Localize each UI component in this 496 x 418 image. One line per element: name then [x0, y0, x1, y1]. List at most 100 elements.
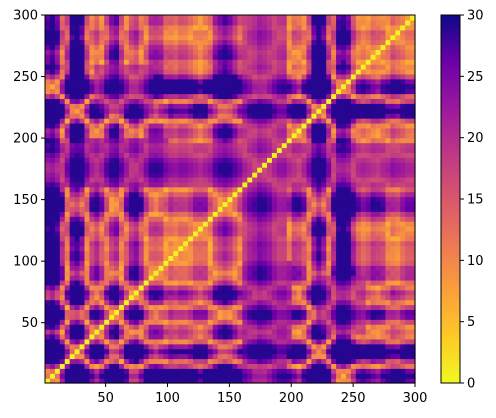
heatmap-cell — [375, 78, 382, 85]
heatmap-cell — [69, 88, 76, 95]
heatmap-cell — [385, 270, 391, 276]
heatmap-cell — [222, 275, 229, 281]
heatmap-cell — [242, 181, 248, 188]
heatmap-cell — [326, 181, 332, 188]
heatmap-cell — [370, 314, 377, 320]
heatmap-cell — [178, 201, 184, 207]
heatmap-cell — [49, 181, 56, 188]
heatmap-cell — [301, 152, 308, 158]
heatmap-cell — [123, 206, 130, 212]
heatmap-cell — [168, 373, 174, 379]
heatmap-cell — [321, 338, 327, 345]
heatmap-cell — [400, 319, 406, 325]
heatmap-cell — [94, 348, 100, 355]
heatmap-cell — [64, 113, 71, 119]
heatmap-cell — [109, 289, 115, 296]
heatmap-cell — [114, 64, 120, 70]
heatmap-cell — [79, 127, 86, 134]
heatmap-cell — [301, 98, 308, 104]
heatmap-cell — [271, 373, 278, 379]
heatmap-cell — [237, 284, 243, 291]
heatmap-cell — [257, 294, 263, 301]
heatmap-cell — [197, 270, 204, 276]
heatmap-cell — [331, 83, 337, 90]
heatmap-cell — [271, 348, 278, 355]
heatmap-cell — [173, 127, 179, 134]
heatmap-cell — [212, 279, 219, 286]
heatmap-cell — [331, 314, 337, 320]
heatmap-cell — [54, 329, 61, 335]
heatmap-cell — [183, 98, 189, 104]
heatmap-cell — [158, 147, 164, 153]
heatmap-cell — [237, 230, 243, 237]
heatmap-cell — [202, 260, 209, 266]
heatmap-cell — [291, 343, 298, 350]
heatmap-cell — [395, 167, 401, 173]
heatmap-cell — [257, 260, 263, 266]
heatmap-cell — [242, 250, 248, 257]
heatmap-cell — [385, 373, 391, 379]
heatmap-cell — [301, 358, 308, 364]
heatmap-cell — [178, 221, 184, 227]
heatmap-cell — [227, 373, 234, 379]
heatmap-cell — [119, 294, 125, 301]
heatmap-cell — [94, 103, 100, 109]
heatmap-cell — [128, 118, 135, 124]
heatmap-cell — [217, 329, 224, 335]
heatmap-cell — [301, 162, 308, 168]
heatmap-cell — [242, 201, 248, 207]
heatmap-cell — [410, 78, 416, 85]
heatmap-cell — [350, 206, 357, 212]
heatmap-cell — [301, 88, 308, 95]
heatmap-cell — [237, 265, 243, 271]
heatmap-cell — [207, 54, 214, 60]
heatmap-cell — [197, 54, 204, 60]
heatmap-cell — [79, 319, 86, 325]
heatmap-cell — [271, 83, 278, 90]
heatmap-cell — [262, 299, 268, 306]
heatmap-cell — [173, 176, 179, 183]
heatmap-cell — [271, 324, 278, 330]
heatmap-cell — [375, 157, 382, 163]
heatmap-cell — [286, 338, 293, 345]
heatmap-cell — [410, 329, 416, 335]
heatmap-cell — [405, 137, 411, 144]
heatmap-cell — [183, 216, 189, 222]
heatmap-cell — [341, 103, 347, 109]
heatmap-cell — [321, 211, 327, 217]
heatmap-cell — [94, 54, 100, 60]
heatmap-cell — [232, 343, 238, 350]
heatmap-cell — [143, 240, 150, 247]
heatmap-cell — [109, 260, 115, 266]
heatmap-cell — [385, 127, 391, 134]
heatmap-cell — [281, 137, 288, 144]
heatmap-cell — [217, 240, 224, 247]
heatmap-cell — [276, 54, 283, 60]
heatmap-cell — [385, 245, 391, 252]
heatmap-cell — [168, 309, 174, 315]
heatmap-cell — [400, 368, 406, 374]
heatmap-cell — [267, 216, 273, 222]
heatmap-cell — [345, 68, 352, 75]
heatmap-cell — [370, 299, 377, 306]
heatmap-cell — [237, 181, 243, 188]
heatmap-cell — [133, 265, 140, 271]
heatmap-cell — [370, 98, 377, 104]
heatmap-cell — [202, 275, 209, 281]
heatmap-cell — [360, 201, 367, 207]
heatmap-cell — [178, 122, 184, 129]
heatmap-cell — [252, 363, 258, 369]
heatmap-cell — [138, 64, 145, 70]
heatmap-cell — [360, 103, 367, 109]
heatmap-cell — [306, 343, 312, 350]
heatmap-cell — [331, 230, 337, 237]
heatmap-cell — [321, 64, 327, 70]
heatmap-cell — [168, 181, 174, 188]
heatmap-cell — [222, 147, 229, 153]
heatmap-cell — [49, 275, 56, 281]
heatmap-cell — [355, 201, 362, 207]
heatmap-cell — [123, 64, 130, 70]
heatmap-cell — [119, 358, 125, 364]
heatmap-cell — [360, 275, 367, 281]
heatmap-cell — [316, 275, 322, 281]
